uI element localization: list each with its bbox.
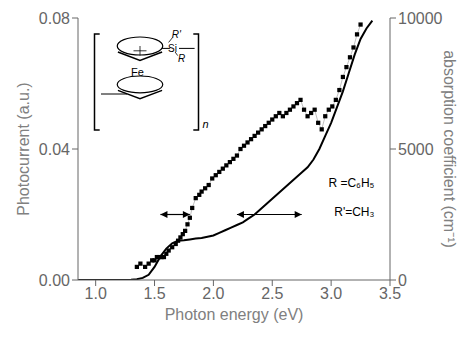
svg-text:5000: 5000 [398,141,434,158]
svg-text:Fe: Fe [131,66,144,78]
svg-text:2.0: 2.0 [202,285,224,302]
svg-text:R: R [178,53,185,64]
svg-text:absorption coefficient (cm⁻¹): absorption coefficient (cm⁻¹) [441,50,458,248]
svg-text:0.00: 0.00 [39,272,70,289]
svg-text:Photon energy (eV): Photon energy (eV) [165,306,304,323]
svg-text:0: 0 [398,272,407,289]
html-text:R'=CH₃: R'=CH₃ [334,204,375,219]
svg-text:Photocurrent (a.u.): Photocurrent (a.u.) [15,82,32,215]
svg-text:n: n [202,118,208,130]
svg-text:1.5: 1.5 [143,285,165,302]
svg-text:0.04: 0.04 [39,141,70,158]
svg-text:1.0: 1.0 [85,285,107,302]
svg-text:R': R' [172,29,182,40]
html-text:R =C₆H₅: R =C₆H₅ [328,176,375,190]
svg-text:2.5: 2.5 [261,285,283,302]
svg-text:0.08: 0.08 [39,10,70,27]
svg-text:Si: Si [168,43,177,54]
svg-text:3.5: 3.5 [378,285,402,303]
svg-text:10000: 10000 [398,10,443,27]
svg-text:3.0: 3.0 [320,285,342,302]
